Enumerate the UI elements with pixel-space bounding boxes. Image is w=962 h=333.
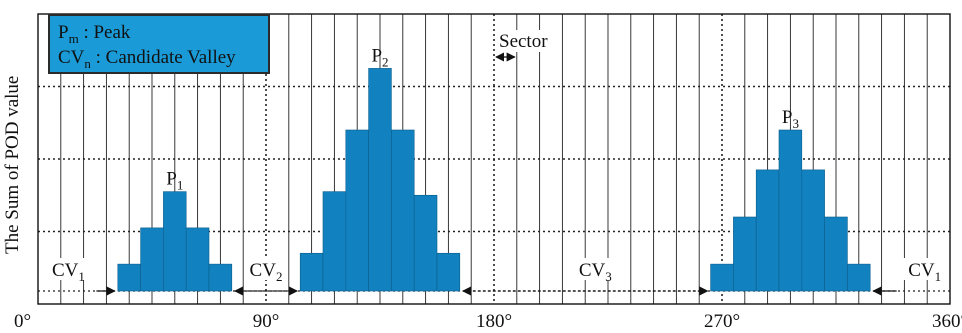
- legend-valley: CVn : Candidate Valley: [58, 47, 236, 72]
- legend-box: Pm : Peak CVn : Candidate Valley: [48, 14, 270, 74]
- x-tick-label: 90°: [253, 311, 280, 332]
- peak-label-main: P: [166, 169, 177, 190]
- valley-label: CV2: [250, 260, 283, 284]
- valley-label-main: CV: [908, 260, 935, 281]
- histogram-bar: [322, 191, 347, 292]
- x-tick-label: 180°: [476, 311, 512, 332]
- histogram-bar: [345, 129, 369, 292]
- histogram-bar: [801, 169, 825, 292]
- legend-peak-sub: m: [68, 30, 79, 46]
- valley-label-main: CV: [579, 260, 606, 281]
- histogram-bar: [140, 227, 164, 292]
- histogram-bar: [391, 129, 415, 292]
- sector-label-bg: [497, 30, 553, 52]
- histogram-bar: [778, 129, 803, 292]
- sector-label: Sector: [499, 31, 548, 52]
- peak-label-main: P: [782, 107, 793, 128]
- valley-label-bg: [573, 258, 618, 280]
- legend-valley-sub: n: [84, 55, 91, 71]
- peak-label-sub: 2: [382, 54, 389, 69]
- legend-peak-text: : Peak: [78, 22, 131, 43]
- peak-label: P3: [782, 107, 799, 131]
- histogram-bar: [824, 216, 848, 292]
- legend-valley-text: : Candidate Valley: [90, 47, 236, 68]
- peak-label-sub: 3: [792, 116, 799, 131]
- peak-label-sub: 1: [177, 178, 184, 193]
- histogram-bar: [755, 169, 780, 292]
- peak-label: P2: [371, 45, 388, 69]
- valley-label: CV3: [579, 260, 612, 284]
- histogram-bar: [368, 68, 392, 292]
- valley-label: CV1: [908, 260, 941, 284]
- histogram-bar: [117, 263, 141, 292]
- peak-label-main: P: [371, 45, 382, 66]
- histogram-bar: [163, 191, 187, 292]
- histogram-bar: [185, 227, 210, 292]
- valley-label-sub: 1: [78, 269, 85, 284]
- valley-label-main: CV: [250, 260, 277, 281]
- peak-label: P1: [166, 169, 183, 193]
- legend-peak-symbol: P: [58, 22, 69, 43]
- x-tick-label: 0°: [14, 311, 31, 332]
- x-tick-label: 360°: [932, 311, 962, 332]
- valley-label-sub: 1: [935, 269, 942, 284]
- valley-label-bg: [244, 258, 288, 280]
- plot-frame: [37, 13, 951, 305]
- histogram-bar: [299, 252, 324, 292]
- histogram-bar: [208, 263, 233, 292]
- valley-label-bg: [46, 258, 91, 280]
- valley-label-bg: [902, 258, 947, 280]
- histogram-bar: [710, 263, 734, 292]
- histogram-bar: [413, 194, 438, 292]
- histogram-bar: [847, 263, 871, 292]
- valley-label: CV1: [52, 260, 85, 284]
- legend-valley-symbol: CV: [58, 47, 85, 68]
- legend-peak: Pm : Peak: [58, 22, 130, 47]
- x-tick-label: 270°: [704, 311, 740, 332]
- histogram-bar: [733, 216, 757, 292]
- histogram-bar: [436, 252, 461, 292]
- valley-label-sub: 3: [605, 269, 612, 284]
- valley-label-main: CV: [52, 260, 79, 281]
- valley-label-sub: 2: [276, 269, 283, 284]
